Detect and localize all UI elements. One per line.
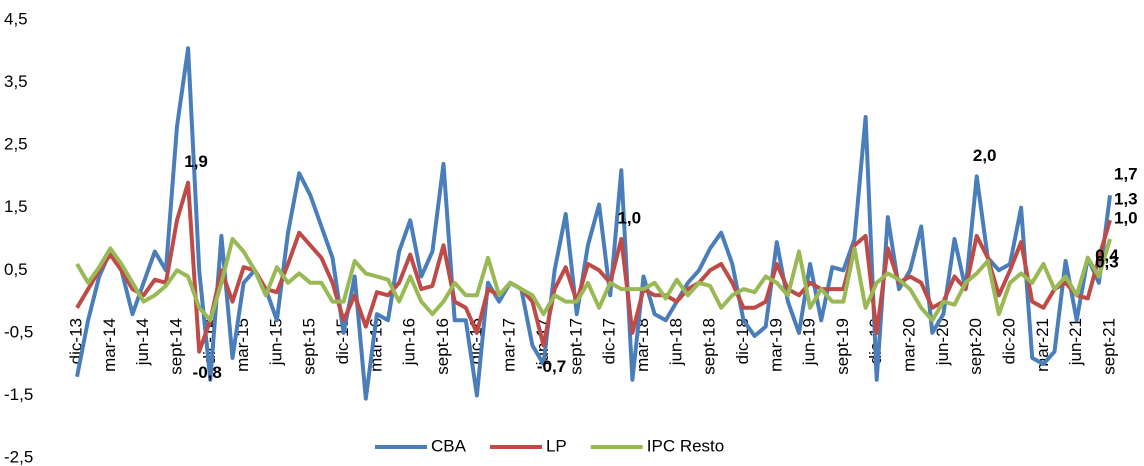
x-tick-label: mar-19 [766,318,785,372]
x-tick-label: sept-17 [566,318,585,375]
y-tick-label: -0,5 [4,322,33,341]
value-label: 2,0 [973,146,997,165]
value-label: 0,4 [1095,246,1119,265]
series-line [75,180,1112,354]
x-tick-label: sept-19 [833,318,852,375]
value-label: 1,0 [1114,208,1138,227]
x-tick-label: sept-15 [300,318,319,375]
x-tick-label: jun-14 [133,318,152,366]
x-tick-label: sept-18 [700,318,719,375]
y-tick-label: 3,5 [4,72,28,91]
series-line [75,237,1112,323]
x-tick-label: dic-15 [333,318,352,364]
x-tick-label: dic-18 [733,318,752,364]
x-tick-label: jun-15 [266,318,285,366]
value-label: 0,3 [1095,252,1119,271]
value-label: -0,7 [537,357,566,376]
y-tick-label: -2,5 [4,447,33,466]
x-tick-label: dic-17 [600,318,619,364]
series-line [75,46,1112,401]
y-tick-label: 2,5 [4,135,28,154]
x-tick-label: mar-17 [500,318,519,372]
legend-label: CBA [431,436,467,455]
x-tick-label: mar-20 [900,318,919,372]
value-label: 1,9 [184,152,208,171]
y-tick-label: -1,5 [4,385,33,404]
y-tick-label: 1,5 [4,197,28,216]
legend-label: IPC Resto [647,436,724,455]
x-tick-label: jun-18 [666,318,685,366]
y-tick-label: 4,5 [4,9,28,28]
x-tick-label: sept-14 [166,318,185,375]
x-tick-label: jun-20 [933,318,952,366]
value-label: -0,8 [193,363,222,382]
x-tick-label: mar-14 [100,318,119,372]
x-tick-label: jun-16 [400,318,419,366]
x-tick-label: sept-16 [433,318,452,375]
x-tick-label: jun-21 [1066,318,1085,366]
x-tick-label: sept-21 [1099,318,1118,375]
value-label: 1,7 [1114,165,1138,184]
x-tick-label: dic-20 [1000,318,1019,364]
legend-label: LP [546,436,567,455]
value-label: 1,0 [617,208,641,227]
x-tick-label: jun-19 [800,318,819,366]
value-label: 1,3 [1114,190,1138,209]
y-tick-label: 0,5 [4,260,28,279]
x-tick-label: sept-20 [966,318,985,375]
